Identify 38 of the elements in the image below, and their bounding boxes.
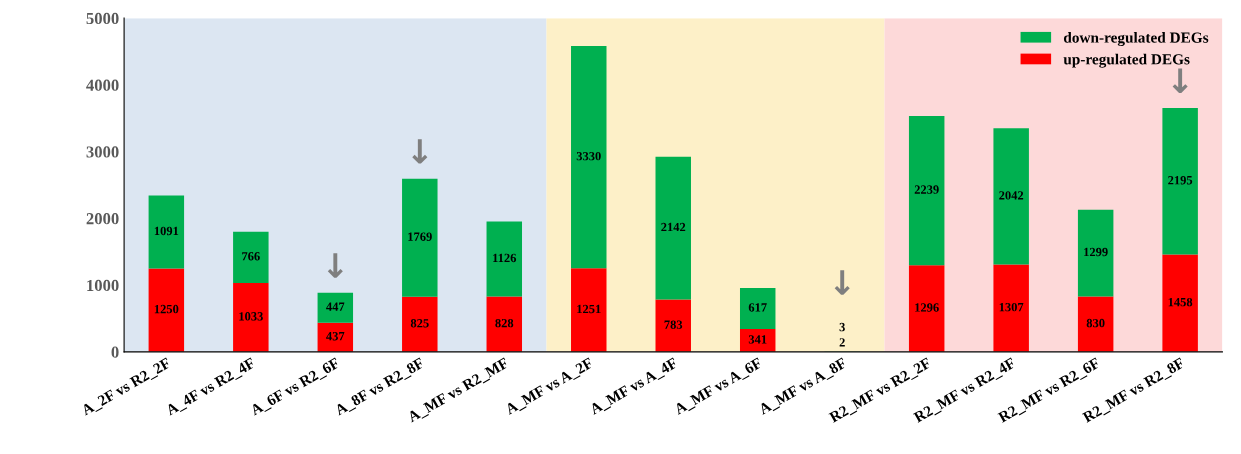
data-label: 1251 xyxy=(577,304,601,314)
legend-label: up-regulated DEGs xyxy=(1063,53,1190,68)
data-label: 3 xyxy=(839,322,845,332)
data-label: 828 xyxy=(495,318,514,328)
data-label: 2 xyxy=(839,338,845,347)
data-label: 2239 xyxy=(914,185,939,194)
data-label: 2042 xyxy=(999,191,1024,200)
data-label: 447 xyxy=(326,302,345,311)
annotation: ↓ xyxy=(1172,68,1188,93)
y-tick-label: 0 xyxy=(111,346,119,358)
data-label: 1769 xyxy=(408,232,432,241)
data-label: 1033 xyxy=(239,312,263,321)
data-label: 2142 xyxy=(661,222,686,232)
data-label: 783 xyxy=(664,320,683,329)
data-label: 1250 xyxy=(154,304,179,314)
data-label: 3330 xyxy=(576,151,601,161)
data-label: 617 xyxy=(748,303,767,312)
data-label: 1299 xyxy=(1084,247,1108,257)
data-label: 1126 xyxy=(493,253,517,263)
data-label: 2195 xyxy=(1168,176,1193,185)
annotation: ↓ xyxy=(412,139,428,164)
data-label: 825 xyxy=(410,319,429,328)
y-tick-label: 4000 xyxy=(86,79,119,91)
data-label: 1458 xyxy=(1168,297,1193,307)
y-tick-label: 1000 xyxy=(87,279,119,292)
annotation: ↓ xyxy=(834,270,850,295)
y-tick-label: 2000 xyxy=(86,213,119,225)
data-label: 830 xyxy=(1086,318,1105,328)
data-label: 766 xyxy=(242,252,260,261)
data-label: 1091 xyxy=(154,226,179,236)
legend-label: down-regulated DEGs xyxy=(1063,32,1209,46)
data-label: 437 xyxy=(326,332,345,341)
data-label: 341 xyxy=(748,335,767,344)
y-tick-label: 3000 xyxy=(86,146,119,158)
data-label: 1296 xyxy=(915,303,939,312)
annotation: ↓ xyxy=(327,253,343,278)
data-label: 1307 xyxy=(999,302,1024,312)
y-tick-label: 5000 xyxy=(86,12,119,25)
